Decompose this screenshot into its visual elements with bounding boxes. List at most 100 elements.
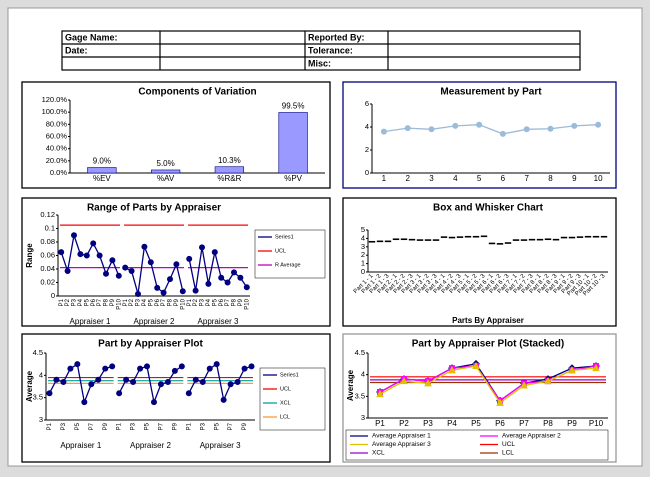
marker [472,361,480,369]
x-tick-label: P8 [168,298,174,306]
y-tick-label: 4 [39,370,43,379]
x-tick-label: 4 [453,174,458,183]
x-tick-label: P10 [116,298,122,309]
chart-title: Measurement by Part [440,87,542,98]
marker [122,264,129,271]
series-line [188,363,252,403]
y-tick-label: 2 [361,250,365,259]
legend-label: Series1 [280,372,299,378]
marker [77,251,84,258]
x-tick-label: 2 [405,174,410,183]
x-tick-label: P3 [61,422,67,430]
marker [95,376,102,383]
marker [499,130,506,137]
value-label: 9.0% [93,157,111,166]
y-tick-label: 1 [361,259,365,268]
marker [88,381,95,388]
marker [130,379,137,386]
marker [476,121,483,128]
marker [185,390,192,397]
marker [60,379,67,386]
y-tick-label: 4.5 [355,348,365,357]
y-tick-label: 0.12 [40,210,55,219]
header-table [61,30,581,71]
marker [520,381,528,389]
legend-box [345,429,609,461]
y-tick-label: 4 [361,233,365,242]
header-label: Tolerance: [308,45,353,55]
y-tick-label: 0.08 [40,237,55,246]
marker [544,376,552,385]
legend-label: UCL [275,248,286,254]
y-tick-label: 3 [361,413,365,422]
marker [141,243,148,250]
legend-label: Average Appraiser 2 [502,433,561,440]
chart-title: Part by Appraiser Plot (Stacked) [412,339,564,350]
marker [199,379,206,386]
legend-label: UCL [502,441,515,448]
y-tick-label: 0.0% [50,168,67,177]
group-label: Appraiser 3 [200,441,241,450]
marker [96,252,103,259]
marker [206,365,213,372]
x-tick-label: P1 [47,422,53,430]
x-tick-label: P5 [471,419,481,428]
x-tick-label: 1 [382,174,387,183]
marker [237,274,244,281]
marker [157,381,164,388]
legend-label: Series1 [275,234,294,240]
marker [248,363,255,370]
header-border [61,30,581,71]
x-tick-label: P8 [104,298,110,306]
x-tick-label: P5 [84,298,90,306]
x-tick-label: P10 [180,298,186,309]
x-tick-label: P9 [110,298,116,306]
marker [109,363,116,370]
x-tick-label: P8 [543,419,553,428]
marker [218,274,225,281]
series-line [383,124,599,135]
y-tick-label: 3 [361,242,365,251]
marker [46,390,53,397]
x-tick-label: P2 [193,298,199,306]
x-axis-label: Parts By Appraiser [452,316,524,325]
x-tick-label: P3 [131,422,137,430]
x-tick-label: P3 [423,419,433,428]
marker [116,390,123,397]
bar [278,112,308,174]
marker [178,363,185,370]
x-tick-label: P7 [228,422,234,430]
legend-label: XCL [372,450,385,457]
y-axis-label: Average [346,369,355,401]
x-tick-label: P7 [161,298,167,306]
series-line [48,363,113,405]
marker [227,381,234,388]
series-line [379,365,597,404]
legend-label: LCL [280,414,290,420]
x-tick-label: P5 [145,422,151,430]
y-tick-label: 4.5 [33,348,43,357]
series-line [60,235,120,276]
x-tick-label: P1 [375,419,385,428]
marker [231,269,237,276]
marker [234,379,241,386]
x-tick-label: P7 [159,422,165,430]
x-tick-label: P10 [589,419,604,428]
header-label: Date: [65,45,88,55]
marker [173,261,180,268]
value-label: 10.3% [218,156,241,165]
marker [452,122,459,129]
x-tick-label: P8 [232,298,238,306]
marker [220,396,227,403]
series-line [124,244,184,295]
x-tick-label: P9 [172,422,178,430]
marker [380,128,387,135]
y-axis-label: Range [25,243,34,268]
marker [164,379,171,386]
marker [547,125,554,132]
y-tick-label: 4 [365,122,369,131]
marker [224,279,231,286]
x-tick-label: P7 [225,298,231,306]
series-line [118,365,183,405]
x-tick-label: 9 [572,174,577,183]
